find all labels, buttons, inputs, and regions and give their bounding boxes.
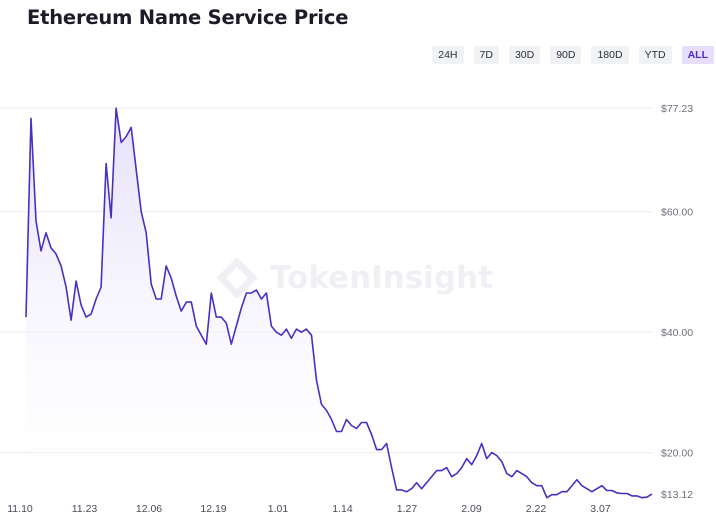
x-tick-label: 11.23 [72, 503, 98, 515]
tokeninsight-logo-icon [216, 257, 258, 299]
range-button-90d[interactable]: 90D [550, 46, 582, 64]
range-button-ytd[interactable]: YTD [638, 46, 672, 64]
range-button-7d[interactable]: 7D [473, 46, 499, 64]
x-tick-label: 11.10 [7, 503, 33, 515]
y-tick-label: $40.00 [661, 327, 693, 339]
y-label-last-price: $13.12 [661, 489, 693, 501]
y-label-max: $77.23 [661, 103, 693, 115]
x-tick-label: 1.01 [268, 503, 289, 515]
range-button-all[interactable]: ALL [681, 46, 714, 64]
x-tick-label: 12.19 [200, 503, 226, 515]
price-line [25, 107, 653, 499]
range-button-24h[interactable]: 24H [432, 46, 464, 64]
x-axis-labels: 11.10 11.23 12.06 12.19 1.01 1.14 1.27 2.09 2.22… [7, 503, 611, 515]
range-button-180d[interactable]: 180D [591, 46, 629, 64]
price-area [26, 108, 652, 498]
page-title: Ethereum Name Service Price [27, 6, 349, 29]
x-tick-label: 3.07 [590, 503, 611, 515]
x-tick-label: 2.22 [526, 503, 547, 515]
range-button-30d[interactable]: 30D [508, 46, 541, 64]
x-tick-label: 1.27 [397, 503, 418, 515]
x-tick-label: 12.06 [136, 503, 162, 515]
x-tick-label: 1.14 [332, 503, 353, 515]
y-axis-labels: $77.23 $20.00 $40.00 $60.00 $13.12 [661, 103, 693, 501]
watermark: TokenInsight [214, 255, 493, 301]
x-tick-label: 2.09 [461, 503, 482, 515]
y-tick-label: $20.00 [661, 448, 693, 460]
time-range-selector: 24H 7D 30D 90D 180D YTD ALL [432, 46, 714, 64]
y-tick-label: $60.00 [661, 207, 693, 219]
watermark-text: TokenInsight [270, 260, 493, 296]
